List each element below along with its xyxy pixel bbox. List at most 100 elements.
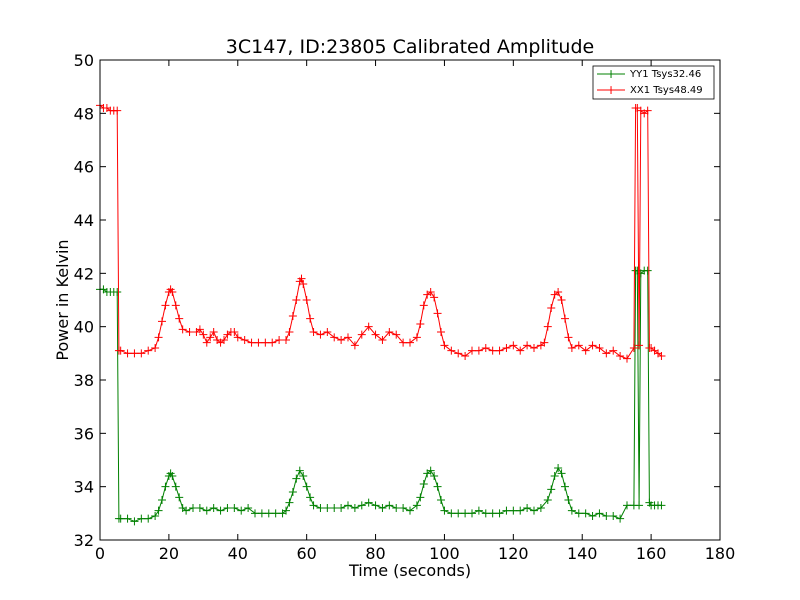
data-point: [392, 330, 401, 339]
data-point: [158, 317, 166, 326]
data-point: [257, 509, 266, 518]
x-axis-label: Time (seconds): [348, 561, 471, 580]
data-point: [220, 336, 228, 344]
data-point: [371, 330, 380, 339]
data-point: [306, 493, 315, 502]
data-point: [168, 472, 177, 480]
data-point: [288, 488, 297, 496]
data-point: [468, 346, 476, 355]
data-point: [309, 501, 318, 510]
data-point: [547, 304, 556, 312]
data-point: [306, 314, 315, 323]
data-point: [588, 512, 597, 520]
data-point: [564, 333, 573, 342]
data-point: [297, 274, 306, 283]
data-point: [536, 504, 545, 512]
data-point: [113, 288, 122, 296]
data-point: [209, 328, 218, 336]
data-point: [509, 506, 518, 515]
data-point: [237, 506, 246, 515]
data-point: [581, 346, 590, 355]
data-point: [295, 466, 304, 475]
data-point: [116, 514, 125, 523]
data-point: [330, 504, 339, 512]
data-point: [292, 474, 301, 483]
x-tick-label: 40: [228, 544, 248, 563]
data-point: [447, 509, 456, 518]
x-tick-label: 60: [296, 544, 316, 563]
data-point: [247, 338, 256, 347]
y-axis: 32 34 36 38 40 42 44 46 48 50: [74, 51, 720, 550]
y-tick-label: 50: [74, 51, 94, 70]
data-point: [440, 341, 449, 350]
data-point: [488, 509, 497, 518]
data-point: [199, 330, 208, 339]
data-point: [523, 341, 532, 350]
data-point: [202, 506, 211, 515]
data-point: [530, 506, 538, 515]
data-point: [154, 333, 163, 342]
data-point: [330, 333, 339, 342]
data-point: [385, 328, 394, 336]
data-point: [254, 338, 263, 347]
data-point: [474, 346, 483, 355]
data-point: [385, 501, 394, 510]
data-point: [316, 330, 325, 339]
x-tick-label: 160: [636, 544, 667, 563]
data-point: [567, 344, 576, 352]
data-point: [230, 328, 239, 336]
data-point: [285, 328, 294, 336]
data-point: [251, 509, 259, 518]
data-point: [616, 352, 625, 360]
series-yy1: [96, 266, 666, 526]
y-tick-label: 38: [74, 371, 94, 390]
chart-title: 3C147, ID:23805 Calibrated Amplitude: [226, 36, 594, 58]
data-point: [481, 344, 490, 352]
data-point: [130, 349, 139, 358]
legend: + YY1 Tsys32.46 + XX1 Tsys48.49: [592, 65, 715, 100]
data-point: [154, 506, 163, 515]
data-point: [412, 501, 421, 510]
data-point: [371, 501, 380, 510]
plot-frame: [99, 59, 721, 541]
data-point: [502, 344, 511, 352]
data-point: [223, 504, 232, 512]
data-point: [488, 346, 497, 355]
legend-box: [592, 65, 715, 100]
data-point: [309, 328, 318, 336]
data-point: [419, 480, 428, 488]
data-point: [350, 504, 359, 512]
data-point: [123, 349, 132, 358]
y-tick-label: 48: [74, 104, 94, 123]
data-point: [299, 472, 308, 480]
data-point: [495, 509, 504, 518]
data-point: [502, 506, 511, 515]
data-point: [178, 325, 187, 334]
data-point: [399, 504, 408, 512]
data-point: [282, 336, 290, 344]
y-tick-label: 44: [74, 211, 94, 230]
data-point: [643, 106, 652, 115]
x-tick-label: 120: [498, 544, 529, 563]
data-point: [337, 504, 346, 512]
data-point: [240, 336, 249, 344]
data-point: [564, 496, 573, 504]
data-point: [523, 504, 532, 512]
data-point: [195, 504, 204, 512]
data-point: [481, 509, 490, 518]
data-point: [323, 328, 332, 336]
data-point: [509, 341, 518, 350]
data-point: [116, 346, 125, 355]
data-point: [433, 482, 442, 491]
y-tick-label: 46: [74, 158, 94, 177]
x-tick-label: 20: [159, 544, 179, 563]
data-point: [412, 333, 421, 342]
data-point: [175, 493, 184, 502]
data-point: [426, 466, 435, 475]
data-point: [416, 320, 425, 328]
x-tick-label: 180: [705, 544, 736, 563]
data-point: [275, 336, 284, 344]
data-point: [426, 288, 435, 296]
data-point: [567, 506, 576, 515]
